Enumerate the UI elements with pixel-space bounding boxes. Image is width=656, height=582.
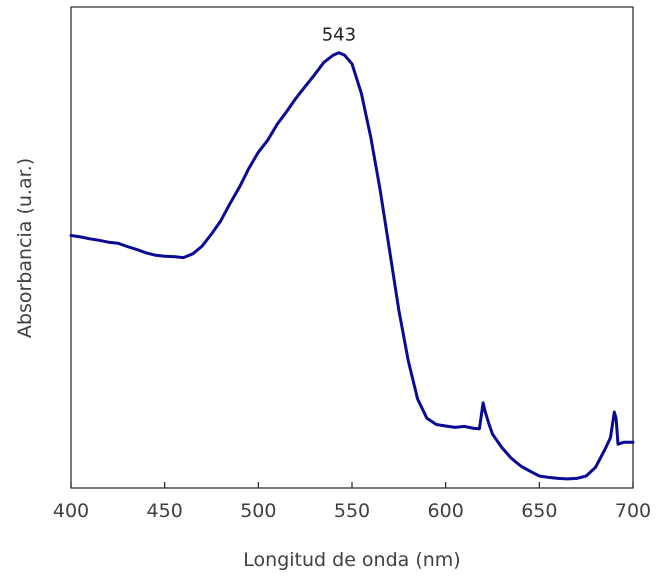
x-axis-ticks bbox=[70, 482, 634, 488]
x-tick-label-550: 550 bbox=[334, 500, 370, 522]
x-axis-label: Longitud de onda (nm) bbox=[243, 549, 460, 571]
x-tick-label-450: 450 bbox=[147, 500, 183, 522]
series-line-absorbance bbox=[69, 51, 635, 481]
x-tick-label-700: 700 bbox=[615, 500, 651, 522]
y-axis-label: Absorbancia (u.ar.) bbox=[14, 158, 36, 338]
peak-annotation: 543 bbox=[322, 25, 356, 46]
x-tick-label-650: 650 bbox=[521, 500, 557, 522]
plot-frame bbox=[70, 6, 634, 489]
x-tick-label-400: 400 bbox=[53, 500, 89, 522]
x-tick-label-600: 600 bbox=[428, 500, 464, 522]
x-tick-label-500: 500 bbox=[240, 500, 276, 522]
x-axis-tick-labels: 400 450 500 550 600 650 700 bbox=[53, 500, 651, 522]
